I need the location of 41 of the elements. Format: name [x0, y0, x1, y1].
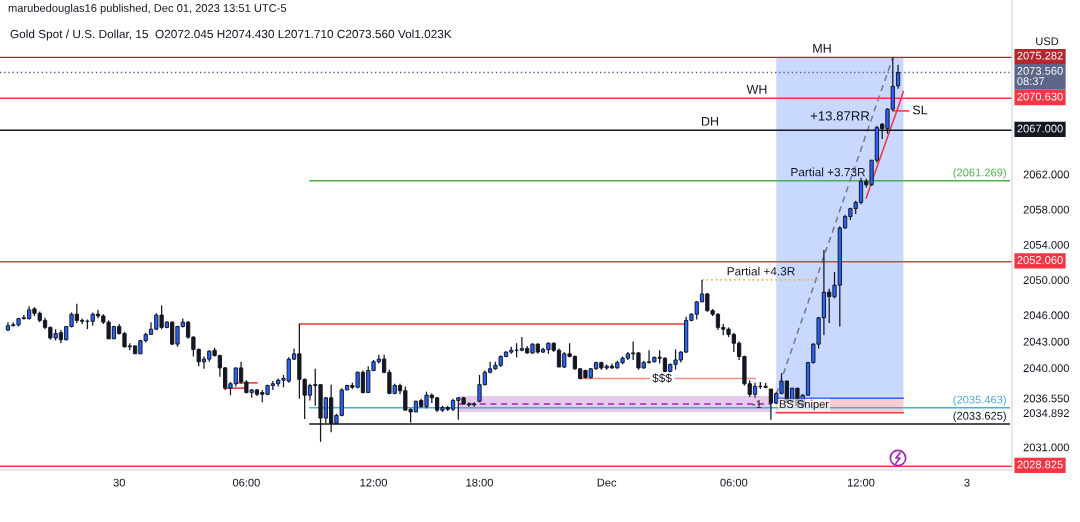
x-tick-label: 30	[113, 478, 125, 487]
annotation: SL	[912, 105, 928, 115]
annotation: -1	[752, 400, 762, 408]
ref-line-label: 2073.560 08:37	[1017, 66, 1063, 86]
x-tick-label: 3	[964, 478, 970, 487]
y-tick-label: 2036.550	[1023, 394, 1070, 403]
ref-line-label: 2070.630	[1017, 92, 1063, 101]
x-tick-label: 06:00	[720, 478, 748, 487]
y-tick-label: 2058.000	[1023, 205, 1070, 214]
y-tick-label: 2046.000	[1023, 311, 1070, 320]
annotation: DH	[702, 116, 719, 126]
annotation: MH	[813, 44, 831, 53]
annotation: WH	[746, 85, 767, 94]
ref-line-label: 2028.825	[1017, 460, 1063, 469]
y-tick-label: 2043.000	[1023, 337, 1070, 346]
annotation: +13.87RR	[810, 111, 870, 121]
y-tick-label: 2062.000	[1023, 170, 1070, 179]
annotation: Partial +4.3R	[727, 266, 795, 276]
data-label: (2061.269)	[953, 168, 1006, 179]
y-tick-label: 2034.892	[1023, 409, 1069, 417]
annotation: BS Sniper	[779, 399, 829, 411]
x-tick-label: Dec	[597, 478, 617, 487]
text: Gold Spot / U.S. Dollar, 15 O2072.045 H2074.430 L2071.710 C2073.560 Vol1.023K	[10, 29, 452, 41]
y-tick-label: 2040.000	[1023, 364, 1070, 373]
x-tick-label: 18:00	[466, 478, 493, 487]
ref-line-label: 2052.060	[1017, 256, 1063, 264]
data-label: (2033.625)	[953, 411, 1006, 422]
ref-line-label: 2067.000	[1017, 124, 1063, 133]
ref-line-label: 2075.282	[1017, 51, 1063, 60]
y-axis-title: USD	[1036, 37, 1059, 46]
y-tick-label: 2054.000	[1023, 240, 1070, 249]
x-tick-label: 06:00	[232, 478, 260, 487]
y-tick-label: 2050.000	[1023, 276, 1070, 285]
data-label: (2035.463)	[953, 395, 1006, 406]
annotation: Partial +3.73R	[791, 167, 866, 177]
x-tick-label: 12:00	[360, 478, 388, 487]
y-tick-label: 2031.000	[1023, 443, 1070, 452]
annotation: marubedouglas16 published, Dec 01, 2023 13:51 UTC-5	[8, 3, 287, 15]
candlestick	[519, 336, 525, 352]
x-tick-label: 12:00	[847, 478, 875, 487]
annotation: $$$	[652, 373, 672, 383]
